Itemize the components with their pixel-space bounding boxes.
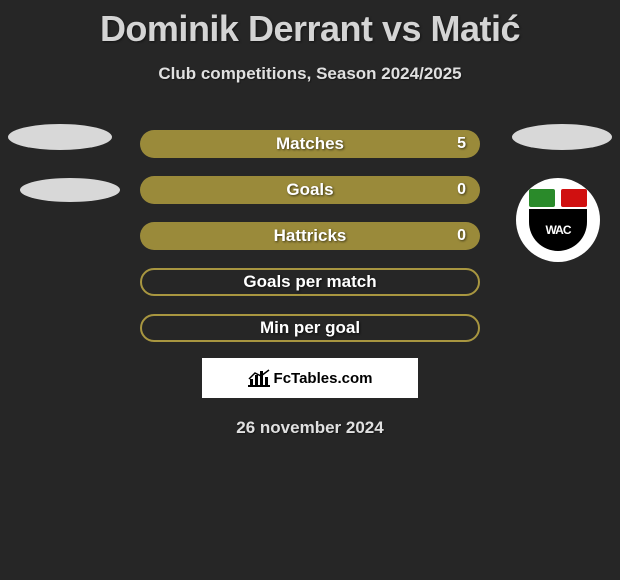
brand-text: FcTables.com <box>274 370 373 387</box>
bar-value: 0 <box>457 181 466 199</box>
club-logo-2: WAC <box>516 178 600 262</box>
logo-red-panel <box>561 189 587 207</box>
bar-label: Min per goal <box>260 318 360 338</box>
logo-text: WAC <box>546 223 571 237</box>
stat-bar-goals: Goals 0 <box>140 176 480 204</box>
bar-value: 0 <box>457 227 466 245</box>
brand-footer: FcTables.com <box>202 358 418 398</box>
bar-label: Hattricks <box>274 226 347 246</box>
player-avatar-placeholder-1 <box>8 124 112 150</box>
brand-chart-icon <box>248 369 270 387</box>
stat-bar-matches: Matches 5 <box>140 130 480 158</box>
club-logo-placeholder-1 <box>20 178 120 202</box>
comparison-title: Dominik Derrant vs Matić <box>0 0 620 50</box>
season-subtitle: Club competitions, Season 2024/2025 <box>0 50 620 84</box>
player-avatar-placeholder-2 <box>512 124 612 150</box>
stat-bar-min-per-goal: Min per goal <box>140 314 480 342</box>
bar-label: Matches <box>276 134 344 154</box>
logo-shield-body: WAC <box>529 209 587 251</box>
stat-bar-goals-per-match: Goals per match <box>140 268 480 296</box>
bar-label: Goals <box>286 180 333 200</box>
bar-value: 5 <box>457 135 466 153</box>
bar-label: Goals per match <box>243 272 376 292</box>
stat-bar-hattricks: Hattricks 0 <box>140 222 480 250</box>
generated-date: 26 november 2024 <box>0 418 620 438</box>
logo-green-panel <box>529 189 555 207</box>
